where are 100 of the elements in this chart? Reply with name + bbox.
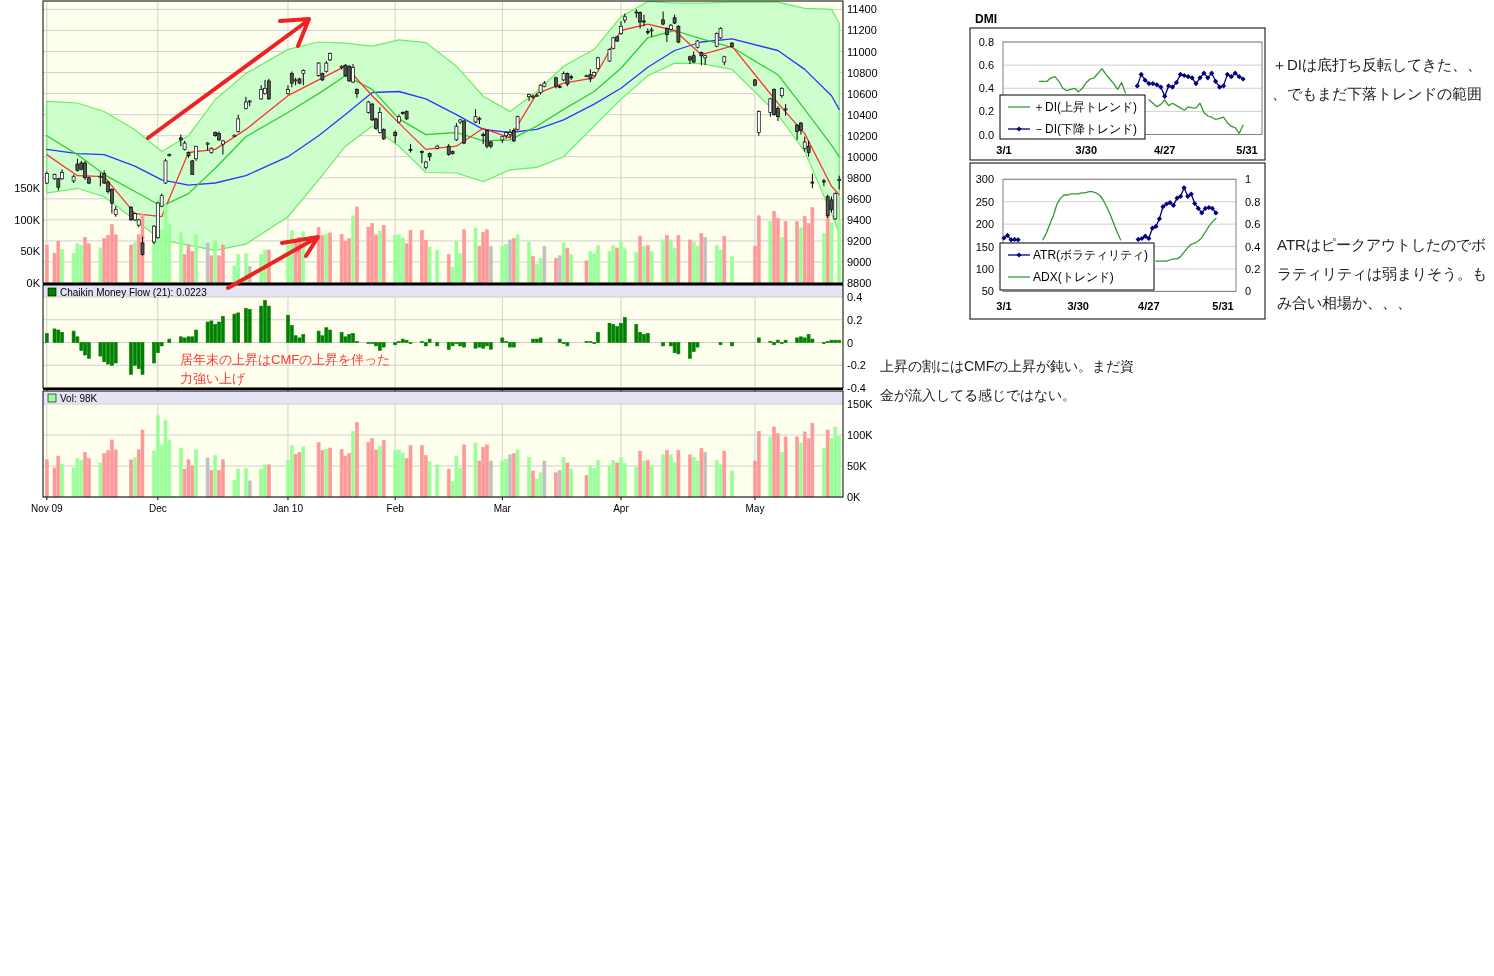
bar — [511, 342, 516, 348]
bar — [508, 454, 512, 498]
bar — [799, 336, 803, 343]
bar — [699, 233, 704, 284]
bar — [688, 454, 692, 498]
bar — [795, 337, 799, 343]
bar — [152, 342, 156, 364]
bar — [500, 245, 505, 284]
bar — [462, 342, 466, 348]
bar — [538, 337, 543, 343]
bar — [366, 442, 371, 498]
bar — [565, 462, 570, 498]
bar — [156, 415, 160, 498]
y-tick-label: 0K — [847, 491, 862, 503]
bar — [102, 342, 106, 363]
point — [1224, 71, 1230, 77]
point — [1170, 202, 1177, 208]
bar — [427, 461, 432, 498]
point — [1185, 74, 1191, 80]
bar — [420, 230, 424, 284]
bar — [393, 450, 397, 498]
bar — [489, 245, 493, 284]
bar — [366, 226, 371, 284]
bar — [810, 207, 815, 284]
bar — [79, 245, 84, 284]
y-tick-label: 9400 — [847, 213, 872, 226]
y2-tick-label: 0K — [26, 277, 41, 289]
bar — [722, 235, 727, 284]
point — [1193, 81, 1199, 87]
candlestick — [263, 79, 267, 96]
bar — [205, 321, 210, 343]
bar — [244, 468, 248, 498]
bar — [297, 452, 302, 498]
bar — [810, 338, 815, 343]
candlestick — [642, 14, 646, 27]
bar — [351, 333, 355, 343]
point — [1146, 235, 1152, 242]
bar — [401, 338, 405, 343]
y2-tick-label: 0.4 — [1245, 240, 1261, 253]
bar — [98, 462, 103, 498]
bar — [232, 313, 237, 343]
x-tick-label: 4/27 — [1138, 300, 1160, 313]
bar — [408, 230, 413, 284]
bar — [381, 440, 386, 498]
bar — [611, 245, 616, 284]
point — [1213, 78, 1219, 84]
bar — [481, 447, 485, 498]
bar — [515, 449, 520, 498]
bar — [244, 308, 248, 343]
bar — [569, 468, 573, 498]
bar — [450, 342, 455, 347]
bar — [435, 249, 440, 284]
point — [1139, 235, 1145, 242]
bar — [554, 258, 558, 284]
point — [1156, 216, 1162, 222]
text: ATRはピークアウトしたのでボラティリティは弱まりそう。もみ合い相場か、、、 — [1277, 236, 1487, 311]
bar — [113, 342, 118, 364]
point — [1163, 201, 1170, 207]
x-tick-label: Nov 09 — [30, 503, 64, 514]
bar — [718, 342, 723, 346]
bar — [351, 215, 355, 284]
x-tick-label: Dec — [148, 503, 167, 514]
bar — [611, 324, 616, 343]
bar — [56, 455, 61, 498]
bar — [489, 342, 493, 350]
legend-label: ADX(トレンド) — [1033, 270, 1114, 284]
bar — [795, 436, 799, 498]
bar — [833, 339, 838, 343]
bar — [209, 255, 214, 284]
bar — [378, 445, 382, 498]
x-tick-label: May — [745, 503, 765, 514]
bar — [263, 464, 267, 498]
bar — [110, 342, 114, 366]
bar — [634, 252, 639, 284]
bar — [757, 215, 761, 284]
candlestick — [355, 87, 359, 99]
bar — [672, 342, 677, 353]
candlestick — [665, 26, 669, 43]
y2-tick-label: 150K — [14, 181, 41, 194]
bar — [535, 338, 539, 343]
y-tick-label: 10200 — [847, 129, 878, 142]
y-tick-label: 0.4 — [978, 82, 994, 95]
bar — [420, 445, 424, 498]
bar — [634, 466, 639, 498]
point — [1146, 81, 1152, 87]
bar — [75, 243, 80, 284]
bar — [504, 244, 508, 284]
bar — [649, 251, 654, 284]
bar — [129, 342, 133, 375]
bar — [328, 329, 332, 343]
candlestick — [795, 123, 799, 141]
bar — [504, 458, 508, 498]
bar — [806, 334, 811, 343]
x-tick-label: Mar — [493, 503, 512, 514]
bar — [485, 342, 489, 347]
bar — [703, 237, 707, 284]
bar — [799, 227, 803, 284]
y-tick-label: 150 — [975, 240, 994, 253]
bar — [213, 455, 217, 498]
bar — [194, 234, 198, 284]
